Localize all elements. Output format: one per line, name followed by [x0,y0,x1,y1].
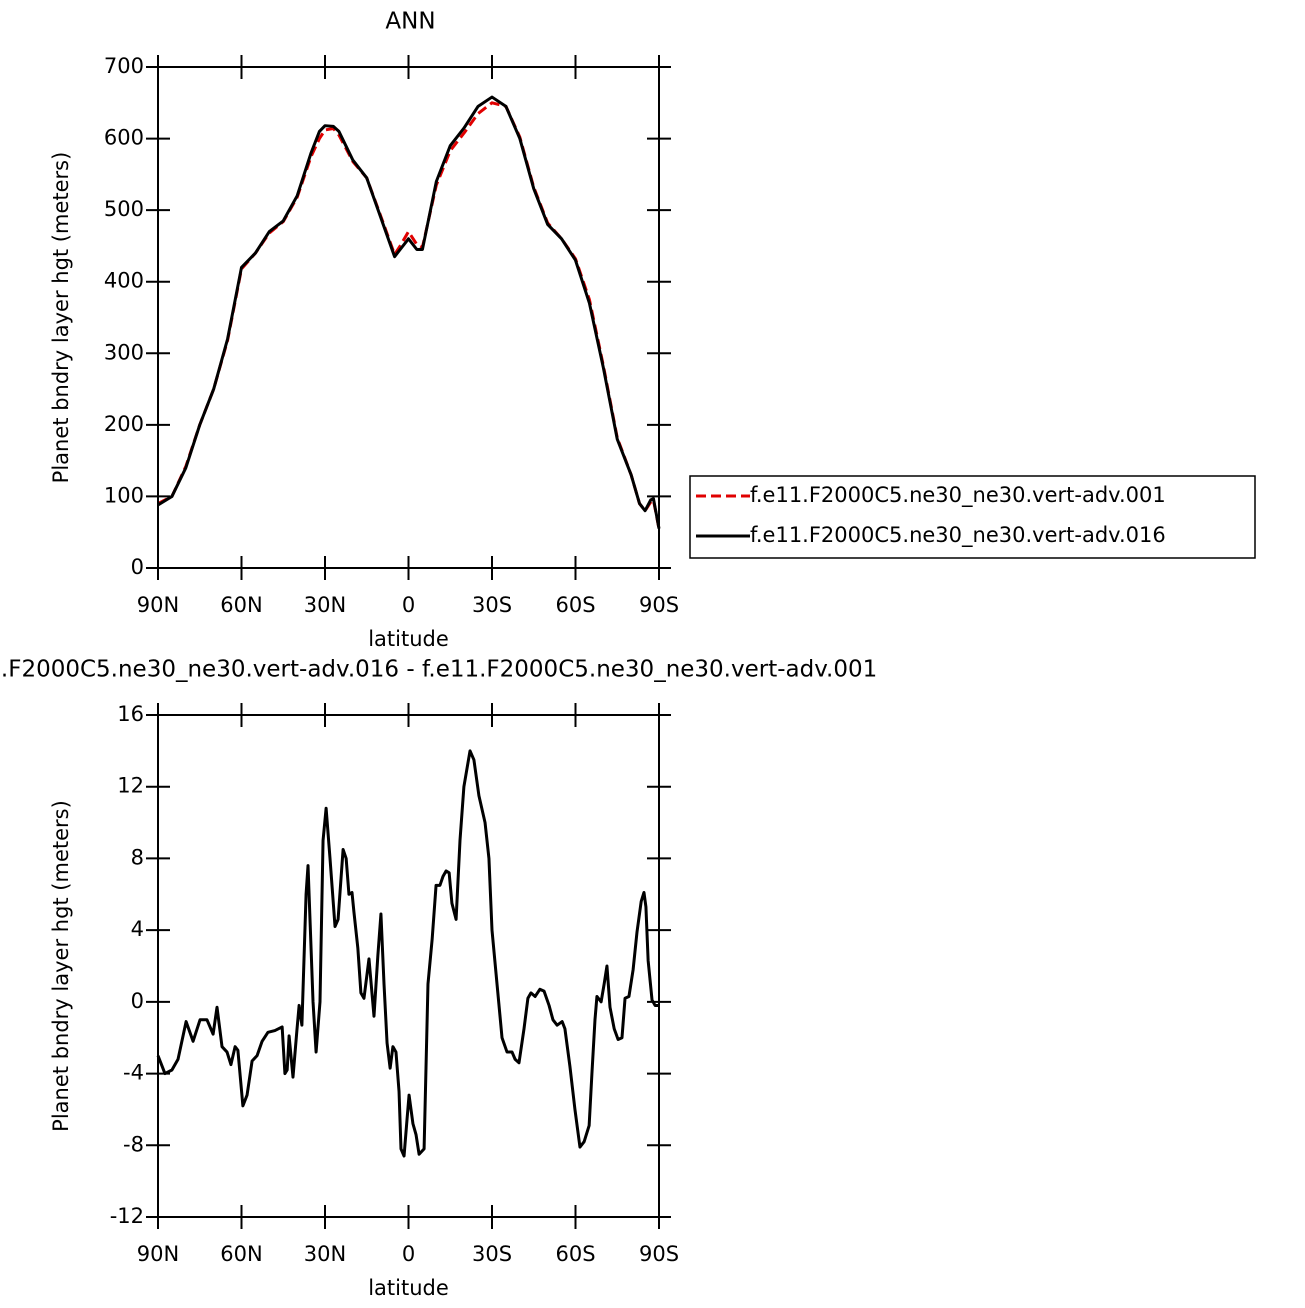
x-tick-label: 90N [137,593,179,617]
legend-label: f.e11.F2000C5.ne30_ne30.vert-adv.016 [750,523,1166,548]
chart-title: f.e11.F2000C5.ne30_ne30.vert-adv.016 - f… [0,657,877,683]
x-tick-label: 0 [402,1242,415,1266]
y-tick-label: 700 [104,54,144,78]
y-tick-label: -12 [110,1204,144,1228]
y-tick-label: 0 [131,989,144,1013]
y-tick-label: 12 [117,774,144,798]
x-tick-label: 30N [304,593,346,617]
y-axis-label: Planet bndry layer hgt (meters) [49,800,73,1132]
y-tick-label: 500 [104,197,144,221]
x-axis-label: latitude [368,1276,449,1300]
x-tick-label: 90N [137,1242,179,1266]
data-line [157,95,661,529]
data-line [156,749,659,1158]
x-tick-label: 60S [555,593,595,617]
y-tick-label: 16 [117,702,144,726]
legend-label: f.e11.F2000C5.ne30_ne30.vert-adv.001 [750,483,1166,508]
y-tick-label: 4 [131,917,144,941]
y-tick-label: 400 [104,269,144,293]
x-tick-label: 90S [639,593,679,617]
y-tick-label: 0 [131,555,144,579]
x-tick-label: 30S [472,1242,512,1266]
x-tick-label: 60N [220,1242,262,1266]
plot-frame [157,714,660,1218]
y-axis-label: Planet bndry layer hgt (meters) [49,152,73,484]
y-tick-label: 300 [104,340,144,364]
y-tick-label: 100 [104,483,144,507]
x-tick-label: 60N [220,593,262,617]
x-tick-label: 60S [555,1242,595,1266]
y-tick-label: 8 [131,845,144,869]
y-tick-label: -8 [123,1132,144,1156]
x-tick-label: 30S [472,593,512,617]
legend-box [689,475,1256,559]
y-tick-label: 600 [104,126,144,150]
plot-frame [157,66,660,569]
chart-title: ANN [385,9,435,35]
x-tick-label: 30N [304,1242,346,1266]
x-tick-label: 0 [402,593,415,617]
y-tick-label: 200 [104,412,144,436]
y-tick-label: -4 [123,1061,144,1085]
x-axis-label: latitude [368,627,449,651]
x-tick-label: 90S [639,1242,679,1266]
